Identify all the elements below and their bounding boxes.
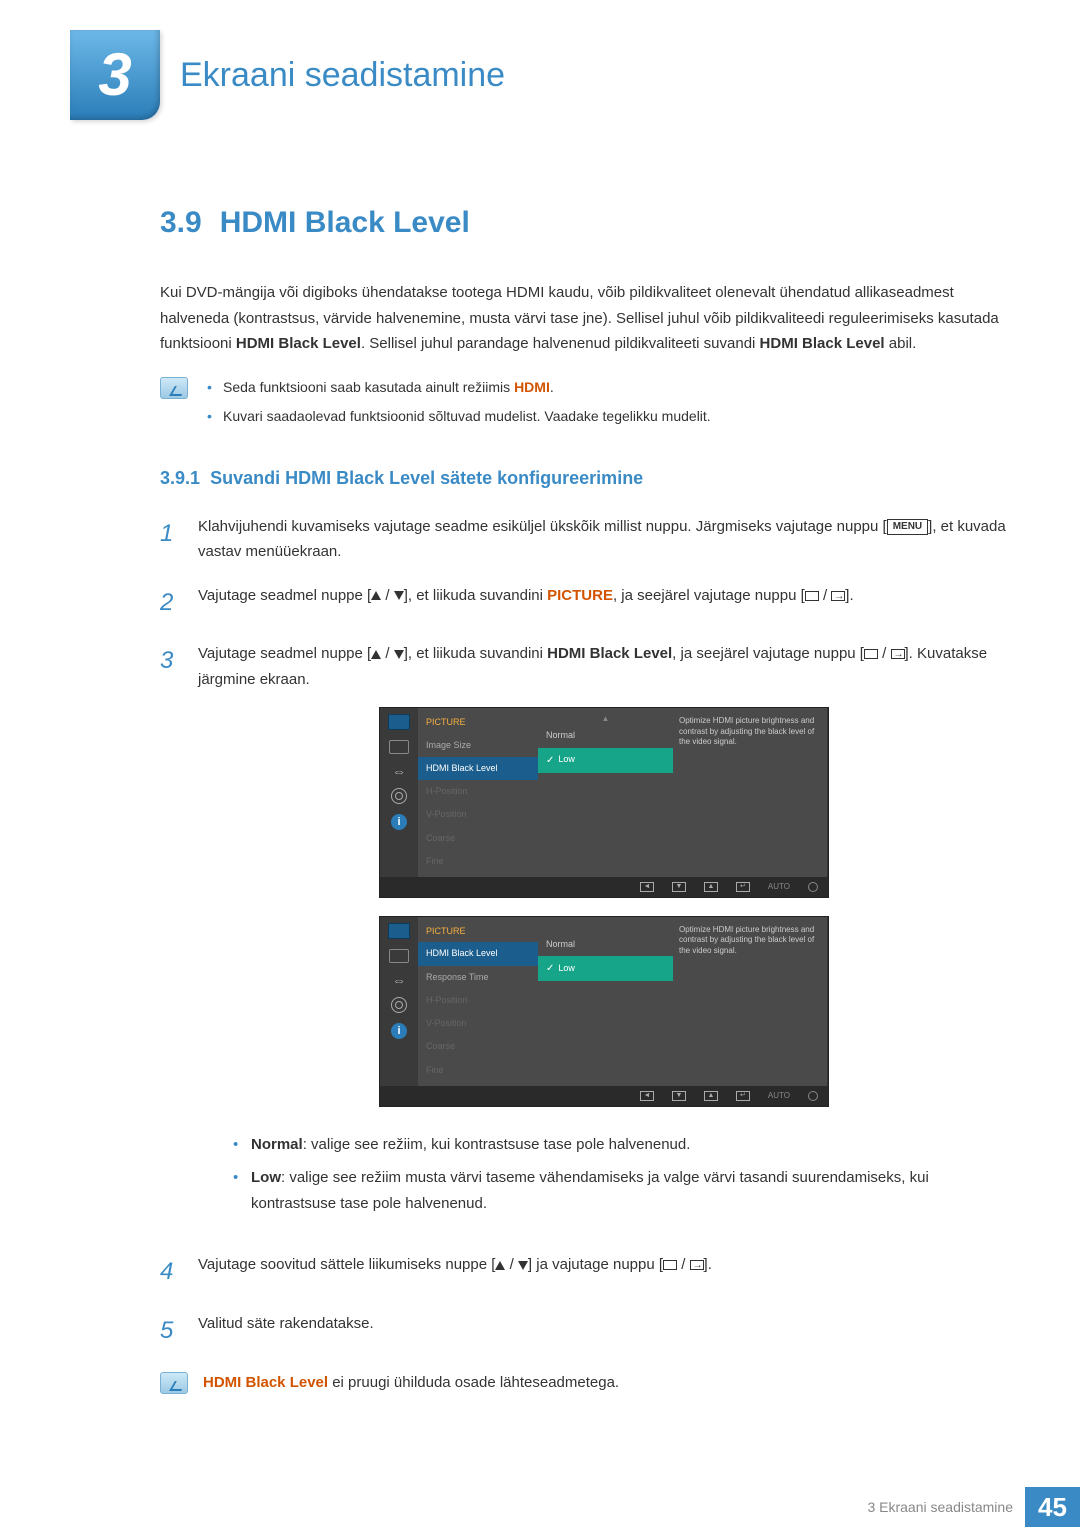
osd-menu-item: Response Time	[418, 966, 538, 989]
osd-menu-item: Fine	[418, 1059, 538, 1082]
osd-value-selected: ✓Low	[538, 956, 673, 981]
osd-screenshot-1: ⇔ i PICTURE Image Size HDMI Black Level …	[379, 707, 829, 898]
arrows-icon: ⇔	[392, 764, 406, 778]
step-5: 5 Valitud säte rakendatakse.	[160, 1311, 1010, 1352]
note-icon	[160, 1372, 188, 1394]
rect-arrow-icon	[690, 1260, 704, 1270]
chapter-number-badge: 3	[70, 30, 160, 120]
osd-tooltip: Optimize HDMI picture brightness and con…	[673, 917, 828, 1086]
triangle-up-icon	[371, 591, 381, 600]
menu-button-label: MENU	[887, 519, 928, 535]
step-3: 3 Vajutage seadmel nuppe [ / ], et liiku…	[160, 641, 1010, 1234]
note-block-1: Seda funktsiooni saab kasutada ainult re…	[160, 377, 1010, 435]
arrows-icon: ⇔	[392, 973, 406, 987]
note-item: Kuvari saadaolevad funktsioonid sõltuvad…	[203, 406, 711, 427]
gear-icon	[391, 997, 407, 1013]
step-4: 4 Vajutage soovitud sättele liikumiseks …	[160, 1252, 1010, 1293]
osd-footer: ◄▼▲↵ AUTO	[380, 877, 828, 897]
list-icon	[389, 740, 409, 754]
osd-menu-item: Coarse	[418, 1035, 538, 1058]
note-icon	[160, 377, 188, 399]
osd-menu-list: PICTURE HDMI Black Level Response Time H…	[418, 917, 538, 1086]
osd-footer: ◄▼▲↵ AUTO	[380, 1086, 828, 1106]
osd-value-selected: ✓Low	[538, 748, 673, 773]
osd-menu-item: H-Position	[418, 780, 538, 803]
osd-menu-item: Fine	[418, 850, 538, 873]
triangle-up-icon	[495, 1261, 505, 1270]
list-icon	[389, 949, 409, 963]
osd-sidebar: ⇔ i	[380, 708, 418, 877]
monitor-icon	[388, 923, 410, 939]
triangle-down-icon	[394, 591, 404, 600]
rect-arrow-icon	[891, 649, 905, 659]
option-normal: Normal: valige see režiim, kui kontrasts…	[233, 1132, 1010, 1158]
osd-menu-list: PICTURE Image Size HDMI Black Level H-Po…	[418, 708, 538, 877]
section-title: HDMI Black Level	[220, 206, 470, 239]
rect-icon	[663, 1260, 677, 1270]
power-icon	[808, 882, 818, 892]
section-number: 3.9	[160, 206, 202, 239]
triangle-down-icon	[394, 650, 404, 659]
osd-menu-item: V-Position	[418, 803, 538, 826]
osd-sidebar: ⇔ i	[380, 917, 418, 1086]
footer-page-number: 45	[1025, 1487, 1080, 1527]
osd-value: Normal	[538, 724, 673, 747]
step-2: 2 Vajutage seadmel nuppe [ / ], et liiku…	[160, 583, 1010, 624]
footer-chapter-label: 3 Ekraani seadistamine	[867, 1497, 1013, 1518]
osd-menu-item: H-Position	[418, 989, 538, 1012]
step-1: 1 Klahvijuhendi kuvamiseks vajutage sead…	[160, 514, 1010, 565]
power-icon	[808, 1091, 818, 1101]
section-heading: 3.9 HDMI Black Level	[160, 200, 1010, 245]
option-low: Low: valige see režiim musta värvi tasem…	[233, 1165, 1010, 1216]
rect-arrow-icon	[831, 591, 845, 601]
monitor-icon	[388, 714, 410, 730]
rect-icon	[805, 591, 819, 601]
osd-menu-item: V-Position	[418, 1012, 538, 1035]
osd-menu-item-selected: HDMI Black Level	[418, 757, 538, 780]
osd-menu-item: Coarse	[418, 827, 538, 850]
osd-menu-item-selected: HDMI Black Level	[418, 942, 538, 965]
osd-value-list: Normal ✓Low	[538, 917, 673, 1086]
triangle-down-icon	[518, 1261, 528, 1270]
note-item: Seda funktsiooni saab kasutada ainult re…	[203, 377, 711, 398]
intro-paragraph: Kui DVD-mängija või digiboks ühendatakse…	[160, 280, 1010, 357]
osd-menu-item: Image Size	[418, 734, 538, 757]
page-header: 3 Ekraani seadistamine	[70, 30, 1010, 120]
rect-icon	[864, 649, 878, 659]
osd-tooltip: Optimize HDMI picture brightness and con…	[673, 708, 828, 877]
gear-icon	[391, 788, 407, 804]
info-icon: i	[391, 1023, 407, 1039]
osd-value-list: ▲ Normal ✓Low	[538, 708, 673, 877]
chapter-title: Ekraani seadistamine	[180, 50, 505, 101]
info-icon: i	[391, 814, 407, 830]
subsection-heading: 3.9.1 Suvandi HDMI Black Level sätete ko…	[160, 465, 1010, 492]
osd-value: Normal	[538, 933, 673, 956]
page-footer: 3 Ekraani seadistamine 45	[0, 1487, 1080, 1527]
note-block-2: HDMI Black Level ei pruugi ühilduda osad…	[160, 1372, 1010, 1395]
osd-screenshot-2: ⇔ i PICTURE HDMI Black Level Response Ti…	[379, 916, 829, 1107]
triangle-up-icon	[371, 650, 381, 659]
